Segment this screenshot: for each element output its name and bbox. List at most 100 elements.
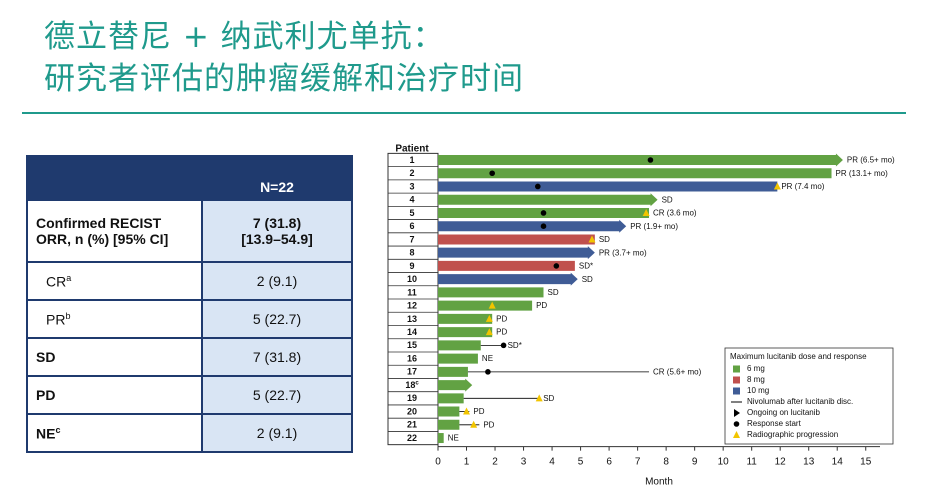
bar xyxy=(438,260,575,271)
x-tick-label: 5 xyxy=(578,456,584,467)
label-line: ORR, n (%) [95% CI] xyxy=(36,231,169,247)
bar-label: PD xyxy=(496,328,507,337)
progression xyxy=(773,182,781,190)
bar-label: PR (1.9+ mo) xyxy=(630,222,678,231)
row-value: 2 (9.1) xyxy=(201,261,353,301)
response-start xyxy=(647,157,654,163)
bar xyxy=(438,340,481,351)
bar xyxy=(438,287,544,298)
x-tick-label: 13 xyxy=(803,456,815,467)
x-tick-label: 2 xyxy=(492,456,498,467)
table-row: PD 5 (22.7) xyxy=(26,375,353,415)
table-row: PRb 5 (22.7) xyxy=(26,299,353,339)
y-tick-label: 16 xyxy=(407,353,417,363)
x-tick-label: 11 xyxy=(746,456,757,467)
legend-swatch xyxy=(733,376,740,384)
bar xyxy=(438,272,578,286)
bar xyxy=(438,327,493,338)
response-start xyxy=(535,183,541,190)
divider xyxy=(22,112,906,114)
row-value: 7 (31.8) xyxy=(201,337,353,377)
x-tick-label: 14 xyxy=(832,456,844,467)
table-row: NEc 2 (9.1) xyxy=(26,413,353,453)
y-tick-label: 11 xyxy=(407,287,417,297)
y-tick-label: 9 xyxy=(409,261,414,271)
bar xyxy=(438,246,595,260)
y-tick-label: 12 xyxy=(407,301,417,311)
title-line: 德立替尼 + 纳武利尤单抗： xyxy=(44,19,445,55)
row-value: 5 (22.7) xyxy=(201,375,353,415)
response-start xyxy=(489,170,495,177)
row-value: 5 (22.7) xyxy=(201,299,353,339)
legend-label: 10 mg xyxy=(747,386,769,395)
legend-swatch xyxy=(733,365,740,373)
bar-label: PR (13.1+ mo) xyxy=(836,169,889,178)
y-tick-label: 5 xyxy=(409,208,414,218)
response-start xyxy=(500,342,507,349)
bar xyxy=(438,234,595,245)
legend-label: 8 mg xyxy=(747,375,765,384)
table-row: Confirmed RECIST ORR, n (%) [95% CI] 7 (3… xyxy=(26,199,353,263)
value-line: 7 (31.8) xyxy=(252,215,302,231)
footnote: a xyxy=(66,272,72,283)
y-tick-label: 3 xyxy=(409,181,414,191)
x-tick-label: 1 xyxy=(464,456,470,467)
response-start xyxy=(553,263,560,269)
bar xyxy=(438,366,468,377)
y-tick-label: 18c xyxy=(405,380,419,390)
x-tick-label: 9 xyxy=(692,456,698,467)
bar xyxy=(438,419,460,430)
table-row: SD 7 (31.8) xyxy=(26,337,353,377)
response-start xyxy=(540,210,547,216)
bar xyxy=(438,406,460,417)
bar-label: PD xyxy=(536,301,547,310)
response-start xyxy=(485,369,491,375)
legend-title: Maximum lucitanib dose and response xyxy=(730,352,867,361)
y-tick-label: 13 xyxy=(407,314,417,324)
bar-label: PR (7.4 mo) xyxy=(781,182,824,191)
y-tick-label: 6 xyxy=(409,221,414,231)
y-tick-label: 22 xyxy=(407,433,417,443)
label: NE xyxy=(36,425,56,442)
bar-label: SD* xyxy=(579,262,593,271)
response-start xyxy=(540,223,547,229)
x-tick-label: 12 xyxy=(775,456,787,467)
legend-symbol xyxy=(734,409,740,417)
bar xyxy=(438,181,778,192)
bar xyxy=(438,353,478,364)
bar-label: NE xyxy=(482,354,493,363)
footnote: c xyxy=(55,424,61,435)
legend-symbol xyxy=(733,431,740,438)
title-line: 研究者评估的肿瘤缓解和治疗时间 xyxy=(44,61,524,97)
x-axis-label: Month xyxy=(645,477,673,488)
legend-box xyxy=(724,347,894,445)
bar-label: PD xyxy=(496,314,507,323)
bar-label: SD* xyxy=(508,341,522,350)
bar-label: PD xyxy=(473,407,484,416)
bar-label: CR (5.6+ mo) xyxy=(653,367,702,376)
bar-label: SD xyxy=(548,288,559,297)
y-tick-label: 14 xyxy=(407,327,417,337)
row-label: SD xyxy=(26,337,203,377)
bar xyxy=(438,153,843,167)
legend-symbol xyxy=(733,421,740,427)
progression xyxy=(485,328,493,336)
value-line: [13.9–54.9] xyxy=(241,231,313,247)
bar-label: NE xyxy=(448,434,459,443)
row-value: 2 (9.1) xyxy=(201,413,353,453)
progression xyxy=(488,301,496,309)
x-tick-label: 4 xyxy=(549,456,555,467)
x-tick-label: 0 xyxy=(435,456,441,467)
y-tick-label: 19 xyxy=(407,393,417,403)
legend-label: Radiographic progression xyxy=(747,430,838,439)
label: PR xyxy=(46,311,66,328)
title: 德立替尼 + 纳武利尤单抗： 研究者评估的肿瘤缓解和治疗时间 xyxy=(44,16,524,100)
progression xyxy=(642,208,650,216)
y-tick-label: 17 xyxy=(407,367,417,377)
header-cell: N=22 xyxy=(201,155,353,201)
progression xyxy=(463,407,471,415)
x-tick-label: 8 xyxy=(663,456,669,467)
bar-label: SD xyxy=(543,394,554,403)
label-line: Confirmed RECIST xyxy=(36,215,162,231)
